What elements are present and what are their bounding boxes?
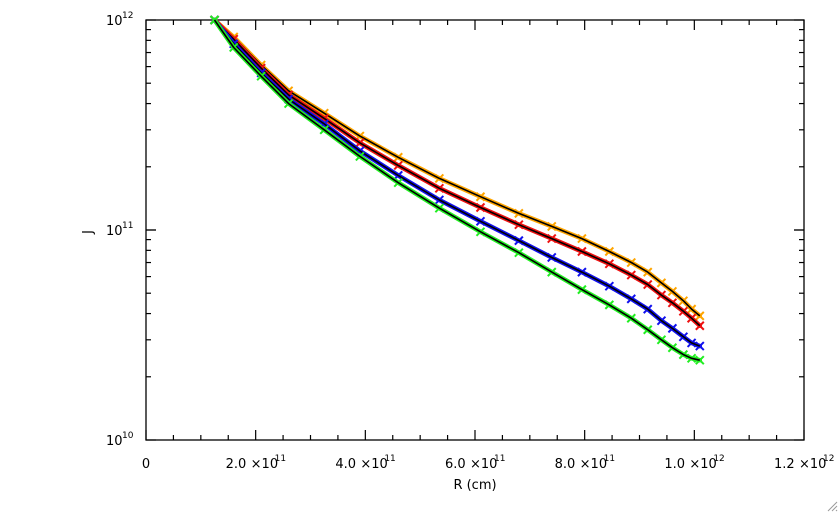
x-tick-exponent: 11 <box>275 454 286 464</box>
x-tick-mantissa: 1.2 <box>774 457 795 472</box>
fit-line <box>213 19 701 317</box>
series-1 <box>209 15 705 331</box>
x-tick-label: 0 <box>142 457 150 472</box>
x-tick-exponent: 11 <box>494 454 505 464</box>
y-tick-exponent: 11 <box>122 221 133 231</box>
y-tick-base: 10 <box>106 14 123 29</box>
fit-line <box>213 19 701 327</box>
x-tick-times-ten: ×10 <box>799 457 826 472</box>
x-tick-mantissa: 6.0 <box>445 457 466 472</box>
x-tick-times-ten: ×10 <box>580 457 607 472</box>
x-tick-exponent: 12 <box>713 454 724 464</box>
series-0 <box>209 15 705 321</box>
x-tick-times-ten: ×10 <box>470 457 497 472</box>
y-tick-exponent: 12 <box>122 11 133 21</box>
x-axis-label: R (cm) <box>453 478 496 493</box>
x-tick-times-ten: ×10 <box>689 457 716 472</box>
y-tick-base: 10 <box>106 434 123 449</box>
data-point <box>695 355 705 365</box>
series-band <box>212 17 703 328</box>
x-tick-mantissa: 4.0 <box>335 457 356 472</box>
y-tick-label: 10 12 <box>106 11 133 29</box>
x-tick-mantissa: 1.0 <box>664 457 685 472</box>
x-tick-times-ten: ×10 <box>251 457 278 472</box>
fit-line <box>213 19 700 361</box>
x-tick-mantissa: 2.0 <box>226 457 247 472</box>
series-layer <box>209 15 705 365</box>
series-2 <box>209 15 705 351</box>
x-tick-exponent: 12 <box>823 454 834 464</box>
y-tick-label: 10 11 <box>106 221 133 239</box>
y-tick-label: 10 10 <box>106 431 134 449</box>
x-tick-mantissa: 8.0 <box>555 457 576 472</box>
series-band <box>212 17 703 363</box>
fit-line <box>213 19 701 347</box>
data-point <box>695 341 705 351</box>
y-axis-label: J <box>81 230 96 235</box>
x-tick-exponent: 11 <box>604 454 615 464</box>
y-tick-base: 10 <box>106 224 123 239</box>
x-tick-exponent: 11 <box>384 454 395 464</box>
y-tick-exponent: 10 <box>122 431 134 441</box>
series-3 <box>209 15 705 365</box>
resize-grip-icon[interactable] <box>826 500 838 512</box>
x-tick-times-ten: ×10 <box>360 457 387 472</box>
